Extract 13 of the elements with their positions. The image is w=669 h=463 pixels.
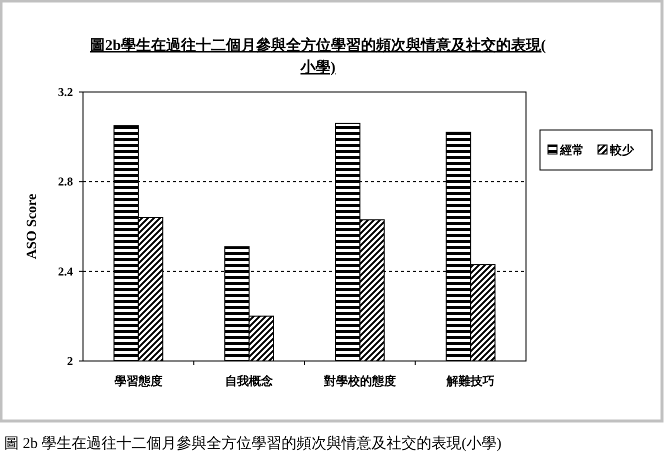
x-tick-label: 自我概念 [225,374,274,388]
legend-label: 較少 [609,143,635,157]
x-tick-label: 學習態度 [114,374,162,388]
y-tick-label: 2.4 [58,264,73,278]
caption: 圖 2b 學生在過往十二個月參與全方位學習的頻次與情意及社交的表現(小學) [4,435,502,452]
x-tick-label: 解難技巧 [446,374,495,388]
y-axis-title: ASO Score [25,194,40,260]
y-tick-label: 2.8 [58,174,73,189]
y-tick-label: 2 [67,354,73,368]
y-tick-label: 3.2 [58,85,73,99]
x-tick-label: 對學校的態度 [322,374,396,388]
legend-label: 經常 [559,143,584,157]
chart-title: 圖2b學生在過往十二個月參與全方位學習的頻次與情意及社交的表現(小學) [90,36,546,76]
